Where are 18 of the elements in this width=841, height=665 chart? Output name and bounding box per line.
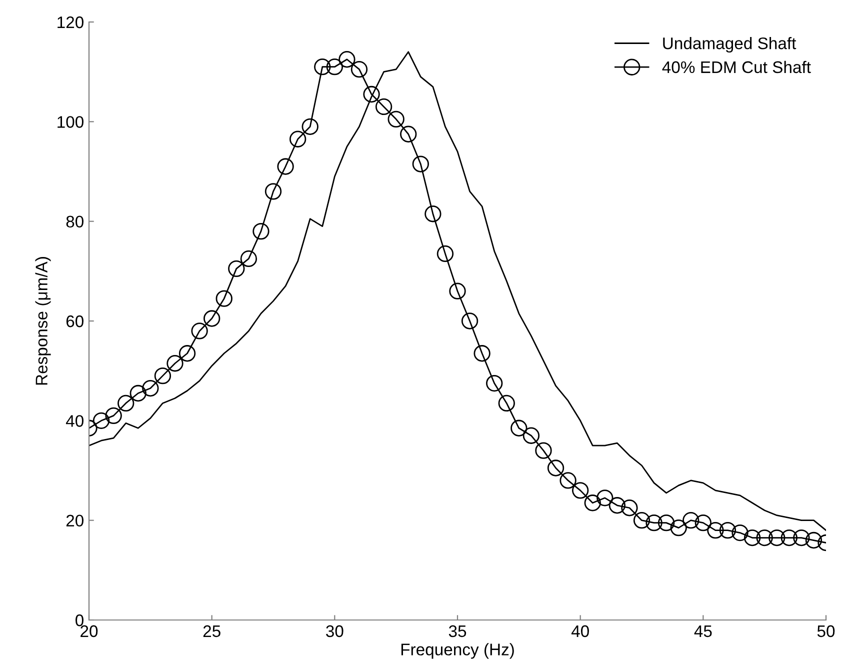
x-tick-label: 50	[817, 625, 835, 638]
x-tick-label: 40	[571, 625, 589, 638]
y-tick-label: 120	[58, 16, 84, 28]
y-tick-label: 100	[58, 116, 84, 128]
x-tick-label: 20	[80, 625, 98, 638]
y-tick-label: 20	[66, 514, 84, 527]
y-tick-label: 60	[66, 315, 84, 328]
y-tick-label: 80	[66, 216, 84, 228]
y-tick-label: 40	[66, 415, 84, 427]
legend-label: Undamaged Shaft	[663, 37, 796, 53]
y-tick-label: 0	[76, 614, 84, 626]
legend-label: 40% EDM Cut Shaft	[662, 60, 811, 74]
x-tick-label: 25	[203, 625, 220, 638]
x-tick-label: 30	[326, 625, 344, 638]
x-tick-label: 35	[448, 625, 466, 638]
x-tick-label: 45	[694, 625, 712, 638]
x-axis-title: Frequency (Hz)	[401, 643, 514, 659]
y-axis-title: Response (μm/A)	[35, 257, 51, 385]
